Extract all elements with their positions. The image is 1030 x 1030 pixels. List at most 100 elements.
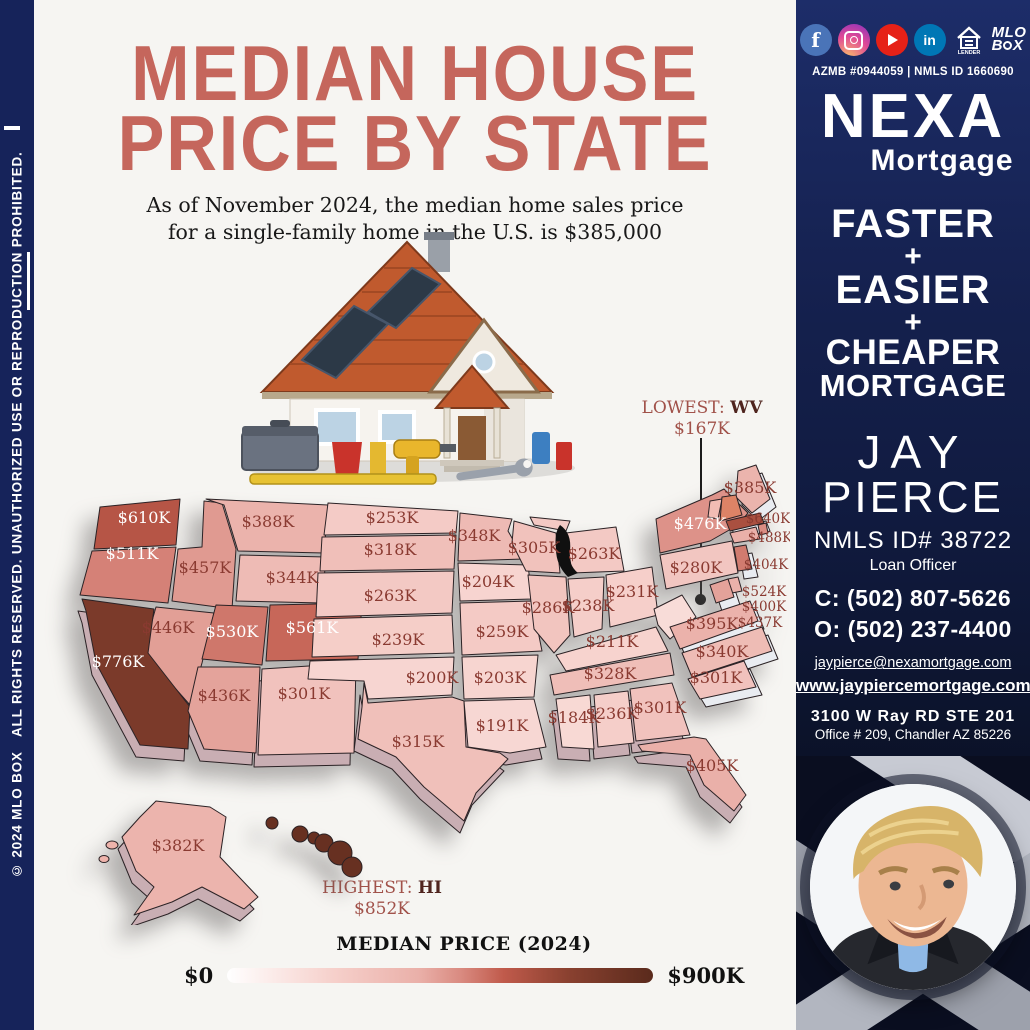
copyright-brand: © 2024 MLO BOX [9, 751, 25, 879]
state-label-OR: $511K [106, 544, 160, 563]
state-label-NM: $301K [278, 684, 332, 703]
state-label-IN: $238K [562, 596, 616, 615]
state-label-TN: $328K [584, 664, 638, 683]
copyright-text: © 2024 MLO BOX ALL RIGHTS RESERVED. UNAU… [0, 0, 34, 1030]
state-label-PA: $280K [670, 558, 724, 577]
state-label-UT: $530K [206, 622, 260, 641]
round-window [472, 350, 496, 374]
lowest-leader-dot [695, 594, 706, 605]
agent-portrait [810, 784, 1016, 990]
chimney [424, 232, 454, 272]
plus-icon: + [904, 240, 922, 273]
cell-phone[interactable]: C: (502) 807-5626 [814, 585, 1012, 612]
main-content: MEDIAN HOUSE PRICE BY STATE As of Novemb… [34, 0, 796, 1030]
ne-callout-ct: $404K [744, 557, 789, 573]
bucket [332, 442, 362, 476]
youtube-icon[interactable] [875, 24, 908, 56]
state-label-ME: $385K [724, 478, 778, 497]
linkedin-icon[interactable]: in [913, 24, 946, 56]
state-label-SC: $301K [690, 668, 744, 687]
state-ND [323, 502, 459, 536]
state-ID [171, 500, 237, 610]
state-MO [459, 600, 543, 656]
state-WA [93, 498, 181, 550]
gear-icon [1003, 41, 1013, 50]
porch [433, 364, 511, 472]
state-label-TX: $315K [392, 732, 446, 751]
house-illustration [241, 232, 575, 485]
address-line2: Office # 209, Chandler AZ 85226 [814, 727, 1012, 743]
state-label-FL: $405K [686, 756, 740, 775]
state-AR [461, 654, 539, 700]
facebook-icon[interactable]: f [799, 24, 832, 56]
linkedin-glyph: in [923, 32, 936, 48]
state-OR [79, 546, 177, 604]
state-label-KS: $239K [372, 630, 426, 649]
state-label-AL: $236K [586, 704, 640, 723]
alaska-island [105, 840, 119, 850]
state-IL [527, 574, 571, 654]
state-PA [659, 540, 739, 590]
legend-title: MEDIAN PRICE (2024) [336, 933, 592, 955]
state-label-CA: $776K [92, 652, 146, 671]
subtitle: As of November 2024, the median home sal… [34, 192, 796, 245]
us-map: $610K $511K $457K $388K $344K $446K $530… [77, 464, 790, 925]
tagline-mortgage: MORTGAGE [819, 368, 1007, 403]
oil-can [556, 442, 572, 470]
agent-title: Loan Officer [869, 557, 957, 575]
paint-can [370, 442, 386, 476]
state-UT [201, 604, 269, 666]
state-label-MN: $348K [448, 526, 502, 545]
wrench [456, 458, 533, 481]
title-line-2: PRICE BY STATE [117, 99, 713, 188]
level [249, 473, 437, 485]
states-layer [79, 464, 773, 916]
state-AZ [187, 666, 261, 754]
instagram-icon[interactable] [837, 24, 870, 56]
state-KY [555, 626, 669, 672]
face [858, 823, 968, 947]
copyright-strip: © 2024 MLO BOX ALL RIGHTS RESERVED. UNAU… [0, 0, 34, 1030]
state-CT [729, 526, 761, 544]
state-MD [709, 578, 735, 604]
state-label-IA: $204K [462, 572, 516, 591]
email-link[interactable]: jaypierce@nexamortgage.com [814, 655, 1012, 672]
office-phone[interactable]: O: (502) 237-4400 [814, 616, 1012, 643]
northeast-callouts: $640K $488K $404K $524K $400K $437K [738, 511, 790, 631]
state-NC [681, 626, 773, 678]
state-OK [307, 656, 455, 700]
strip-dash [4, 126, 20, 130]
state-label-NV: $446K [142, 618, 196, 637]
license-line: AZMB #0944059 | NMLS ID 1660690 [812, 66, 1014, 78]
state-MS [555, 694, 595, 750]
state-label-CO: $561K [286, 618, 340, 637]
state-GA [629, 682, 691, 742]
drill [393, 439, 456, 478]
state-AK [121, 800, 259, 916]
state-TN [549, 652, 675, 696]
nexa-wordmark: NEXA [820, 82, 1006, 151]
state-label-NE: $263K [364, 586, 418, 605]
state-label-ND: $253K [366, 508, 420, 527]
state-NE [315, 570, 455, 618]
tagline-easier: EASIER [835, 267, 991, 312]
plus-icon: + [904, 305, 922, 339]
state-label-SD: $318K [364, 540, 418, 559]
state-label-AK: $382K [152, 836, 206, 855]
state-CA [81, 598, 191, 750]
website-link[interactable]: www.jaypiercemortgage.com [796, 676, 1030, 696]
highest-state: HI [417, 878, 442, 898]
highest-prefix: HIGHEST: [322, 878, 418, 898]
state-label-MI: $263K [568, 544, 622, 563]
state-SC [687, 660, 757, 700]
agent-block: JAY PIERCE NMLS ID# 38722 Loan Officer C… [796, 429, 1030, 742]
play-glyph [888, 34, 899, 46]
state-LA [463, 698, 547, 754]
state-label-AR: $203K [474, 668, 528, 687]
facebook-glyph: f [811, 28, 820, 52]
state-label-NC: $340K [696, 642, 750, 661]
